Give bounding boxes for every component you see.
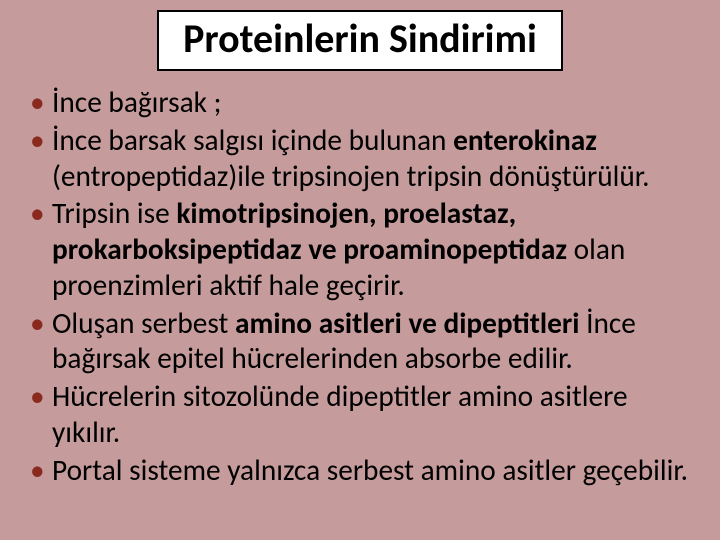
- bullet-item: İnce bağırsak ;: [26, 85, 694, 121]
- bullet-list: İnce bağırsak ;İnce barsak salgısı içind…: [26, 85, 694, 488]
- text-run: Oluşan serbest: [52, 305, 235, 341]
- text-run: amino asitleri ve dipeptitleri: [235, 305, 586, 341]
- slide-body: İnce bağırsak ;İnce barsak salgısı içind…: [18, 85, 702, 488]
- text-run: Portal sisteme yalnızca serbest amino as…: [52, 452, 688, 488]
- bullet-item: Oluşan serbest amino asitleri ve dipepti…: [26, 306, 694, 378]
- bullet-item: İnce barsak salgısı içinde bulunan enter…: [26, 123, 694, 195]
- title-box: Proteinlerin Sindirimi: [157, 10, 563, 71]
- text-run: enterokinaz: [453, 122, 597, 158]
- slide: Proteinlerin Sindirimi İnce bağırsak ;İn…: [0, 0, 720, 540]
- text-run: (entropeptidaz)ile tripsinojen tripsin d…: [52, 158, 649, 194]
- bullet-item: Hücrelerin sitozolünde dipeptitler amino…: [26, 379, 694, 451]
- text-run: Tripsin ise: [52, 195, 176, 231]
- text-run: İnce barsak salgısı içinde bulunan: [52, 122, 453, 158]
- bullet-item: Portal sisteme yalnızca serbest amino as…: [26, 453, 694, 489]
- text-run: Hücrelerin sitozolünde dipeptitler amino…: [52, 378, 628, 450]
- text-run: İnce bağırsak ;: [52, 84, 221, 120]
- slide-title: Proteinlerin Sindirimi: [183, 14, 537, 63]
- bullet-item: Tripsin ise kimotripsinojen, proelastaz,…: [26, 196, 694, 303]
